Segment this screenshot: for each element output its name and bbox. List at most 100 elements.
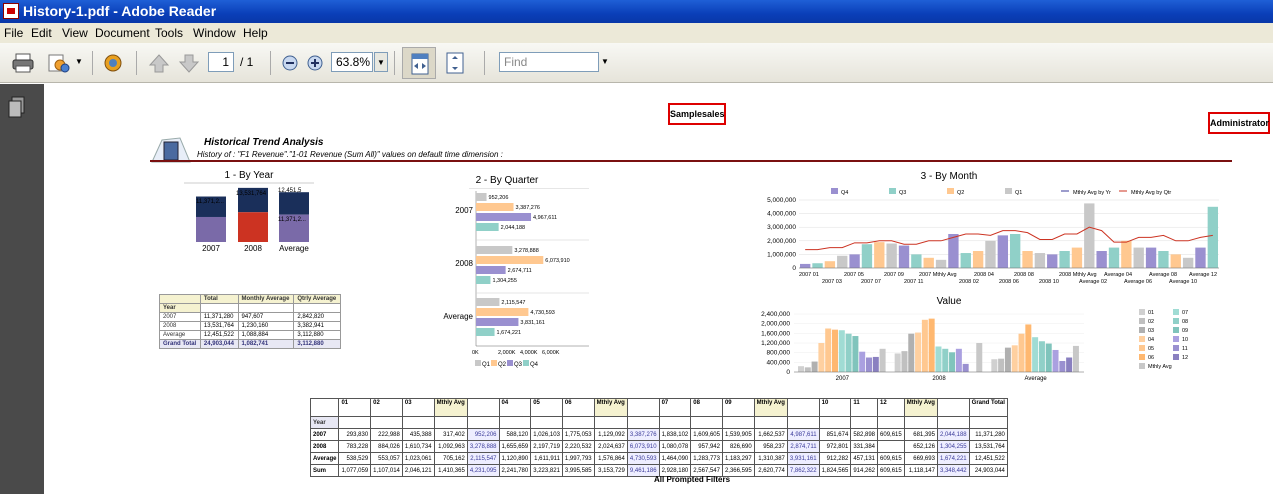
x-tick-label: 2007 Mthly Avg [919, 272, 957, 278]
page-number-input[interactable]: 1 [208, 52, 234, 72]
pages-panel-icon[interactable] [8, 96, 26, 118]
quarter-bar [476, 203, 514, 211]
legend-swatch [1139, 336, 1145, 342]
table-row: 2008 13,531,764 1,230,160 3,382,941 [159, 321, 341, 331]
toolbar-separator [484, 51, 485, 75]
zoom-dropdown-icon[interactable]: ▼ [374, 52, 388, 72]
quarter-bar [476, 213, 532, 221]
menu-document[interactable]: Document [95, 26, 150, 40]
legend-swatch [889, 188, 896, 194]
y-tick-label: 2,000,000 [767, 238, 796, 245]
print-icon[interactable] [10, 51, 36, 75]
table-cell [936, 416, 970, 429]
legend-swatch [1139, 327, 1145, 333]
legend-label: Mthly Avg [1148, 364, 1172, 370]
column-header: 09 [721, 398, 755, 417]
table-cell [690, 416, 723, 429]
data-label: 952,206 [489, 195, 509, 201]
column-header [936, 398, 970, 417]
value-bar [825, 328, 832, 372]
table-row: 2007 11,371,280 947,607 2,842,820 [159, 312, 341, 322]
row-header-label: Year [159, 303, 201, 313]
table-header-row: 01 02 03 Mthly Avg 04 05 06 Mthly Avg 07 08 09 Mthl… [309, 398, 1008, 417]
zoom-in-icon[interactable] [307, 55, 323, 71]
menu-view[interactable]: View [62, 26, 88, 40]
x-tick-label: 2007 11 [904, 279, 923, 285]
x-tick-label: 2007 09 [884, 272, 904, 278]
legend-label: 01 [1148, 310, 1154, 316]
month-bar [849, 254, 860, 268]
zoom-out-icon[interactable] [282, 55, 298, 71]
legend-label: Q2 [957, 190, 964, 196]
find-input[interactable]: Find [499, 52, 599, 72]
value-bar [1052, 349, 1059, 372]
secure-icon[interactable] [100, 51, 126, 75]
table-cell: 952,206 [466, 428, 500, 441]
collaborate-icon[interactable] [46, 51, 72, 75]
legend-label: 11 [1182, 346, 1188, 352]
month-bar [1195, 247, 1206, 268]
column-header: Mthly Avg [593, 398, 628, 417]
legend-swatch [1173, 327, 1179, 333]
find-dropdown-icon[interactable]: ▼ [601, 57, 609, 66]
value-bar [908, 333, 915, 372]
table-cell: 826,690 [721, 440, 755, 453]
table-cell: 947,607 [237, 312, 295, 322]
data-label: 11,371,2... [196, 199, 224, 205]
legend-label: 02 [1148, 319, 1154, 325]
data-label: 3,387,276 [516, 205, 540, 211]
value-bar [1038, 341, 1045, 372]
table-cell: 3,931,161 [786, 452, 820, 465]
table-cell: 4,730,593 [626, 452, 660, 465]
table-cell: 12,451,522 [968, 452, 1008, 465]
value-bar [962, 363, 969, 372]
value-bar [1066, 357, 1073, 372]
menu-edit[interactable]: Edit [31, 26, 52, 40]
legend-label: 06 [1148, 355, 1154, 361]
menu-window[interactable]: Window [193, 26, 236, 40]
table-cell: 1,107,014 [370, 464, 403, 477]
fit-width-icon [411, 53, 429, 75]
report-title: Historical Trend Analysis [204, 137, 324, 148]
value-bar [921, 319, 928, 372]
legend-label: Q1 [1015, 190, 1022, 196]
month-bar [923, 257, 934, 268]
month-bar [874, 242, 885, 268]
data-label: 6,073,910 [545, 258, 569, 264]
data-label: 11,371,2... [278, 217, 306, 223]
menu-help[interactable]: Help [243, 26, 268, 40]
next-page-icon[interactable] [176, 51, 202, 75]
column-header: 02 [370, 398, 403, 417]
table-cell: 1,609,605 [690, 428, 723, 441]
value-bar [879, 348, 886, 372]
legend-swatch [1173, 336, 1179, 342]
detail-table: 01 02 03 Mthly Avg 04 05 06 Mthly Avg 07 08 09 Mthl… [309, 398, 1008, 477]
value-bar [955, 348, 962, 372]
zoom-level-input[interactable]: 63.8% [331, 52, 373, 72]
quarter-bar [476, 193, 487, 201]
x-tick-label: 2008 10 [1039, 279, 1059, 285]
prompted-filters-label: All Prompted Filters [654, 475, 731, 484]
quarter-bar [476, 308, 529, 316]
quarter-bar [476, 246, 513, 254]
adobe-reader-icon [3, 3, 19, 19]
fit-width-button[interactable] [402, 47, 436, 79]
table-cell [658, 416, 692, 429]
previous-page-icon[interactable] [146, 51, 172, 75]
table-cell: 609,615 [877, 464, 905, 477]
table-cell: 1,775,053 [561, 428, 595, 441]
x-tick-label: Average 08 [1149, 272, 1177, 278]
month-bar [1170, 254, 1181, 268]
value-bar [798, 366, 804, 372]
table-cell: 609,615 [877, 428, 905, 441]
table-cell [237, 303, 295, 313]
x-tick-label: 2007 [836, 376, 850, 382]
x-tick-label: Average 12 [1189, 272, 1217, 278]
menu-tools[interactable]: Tools [155, 26, 184, 40]
collaborate-dropdown-icon[interactable]: ▼ [75, 57, 83, 66]
menu-file[interactable]: File [4, 26, 24, 40]
month-bar [1096, 251, 1107, 268]
fit-page-icon[interactable] [445, 52, 465, 74]
table-cell: 3,382,941 [293, 321, 341, 331]
value-bar [935, 346, 942, 372]
